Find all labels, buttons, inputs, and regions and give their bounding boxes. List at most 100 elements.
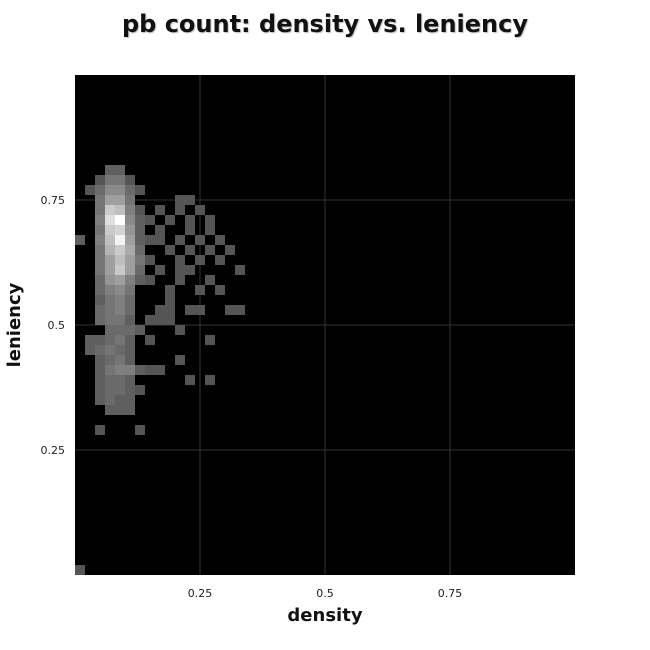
heatmap-cell (145, 235, 155, 245)
heatmap-cell (105, 195, 115, 205)
heatmap-cell (95, 395, 105, 405)
heatmap-cell (175, 265, 185, 275)
heatmap-cell (105, 165, 115, 175)
heatmap-cell (105, 185, 115, 195)
heatmap-cell (95, 365, 105, 375)
heatmap-cell (185, 375, 195, 385)
heatmap-cell (95, 195, 105, 205)
heatmap-cell (105, 205, 115, 215)
heatmap-cell (95, 225, 105, 235)
heatmap-cell (175, 205, 185, 215)
heatmap-cell (95, 295, 105, 305)
y-tick-labels: 0.25 0.5 0.75 (41, 194, 66, 457)
heatmap-cell (95, 285, 105, 295)
heatmap-cell (125, 405, 135, 415)
heatmap-cell (115, 385, 125, 395)
heatmap-cell (125, 175, 135, 185)
heatmap-cell (155, 365, 165, 375)
heatmap-cell (175, 255, 185, 265)
heatmap-cell (115, 285, 125, 295)
heatmap-cell (205, 245, 215, 255)
heatmap-cell (95, 185, 105, 195)
heatmap-cell (135, 275, 145, 285)
heatmap-cell (175, 235, 185, 245)
heatmap-cell (125, 295, 135, 305)
heatmap-cell (95, 305, 105, 315)
heatmap-cell (145, 255, 155, 265)
heatmap-cell (205, 375, 215, 385)
y-axis-label: leniency (4, 282, 25, 367)
heatmap-cell (205, 215, 215, 225)
heatmap-cell (95, 385, 105, 395)
heatmap-cell (135, 365, 145, 375)
heatmap-cell (115, 165, 125, 175)
heatmap-cell (235, 265, 245, 275)
heatmap-cell (105, 175, 115, 185)
heatmap-cell (105, 385, 115, 395)
heatmap-cell (85, 345, 95, 355)
heatmap-cell (135, 425, 145, 435)
heatmap-cell (125, 185, 135, 195)
heatmap-cell (135, 385, 145, 395)
heatmap-cell (205, 225, 215, 235)
heatmap-cell (225, 245, 235, 255)
heatmap-cell (155, 315, 165, 325)
heatmap-cell (195, 235, 205, 245)
heatmap-cell (115, 235, 125, 245)
heatmap-cell (145, 365, 155, 375)
y-tick-label: 0.25 (41, 444, 66, 457)
heatmap-cell (115, 265, 125, 275)
heatmap-cell (175, 275, 185, 285)
heatmap-cell (215, 285, 225, 295)
heatmap-cell (95, 425, 105, 435)
y-tick-label: 0.75 (41, 194, 66, 207)
heatmap-cell (105, 225, 115, 235)
heatmap-cell (105, 255, 115, 265)
heatmap-cell (95, 375, 105, 385)
heatmap-cell (145, 275, 155, 285)
heatmap-cell (185, 305, 195, 315)
heatmap-cell (125, 375, 135, 385)
heatmap-cell (205, 275, 215, 285)
heatmap-cell (105, 375, 115, 385)
heatmap-cell (125, 225, 135, 235)
heatmap-cell (125, 255, 135, 265)
heatmap-cell (125, 305, 135, 315)
heatmap-cell (235, 305, 245, 315)
heatmap-cell (185, 265, 195, 275)
heatmap-cell (115, 245, 125, 255)
heatmap-cell (105, 295, 115, 305)
heatmap-cell (155, 225, 165, 235)
heatmap-cell (135, 325, 145, 335)
heatmap-cell (185, 225, 195, 235)
heatmap-cell (115, 355, 125, 365)
heatmap-cell (105, 395, 115, 405)
heatmap-cell (155, 235, 165, 245)
heatmap-cell (75, 235, 85, 245)
heatmap-cell (115, 375, 125, 385)
heatmap-cell (175, 195, 185, 205)
heatmap-cell (155, 305, 165, 315)
heatmap-cell (195, 305, 205, 315)
heatmap-cell (185, 245, 195, 255)
heatmap-cell (125, 325, 135, 335)
heatmap-cell (175, 325, 185, 335)
heatmap-cell (115, 325, 125, 335)
heatmap-cell (125, 345, 135, 355)
heatmap-cell (125, 265, 135, 275)
heatmap-cell (125, 215, 135, 225)
heatmap-cell (215, 235, 225, 245)
heatmap-cell (95, 255, 105, 265)
heatmap-cell (85, 185, 95, 195)
heatmap-cell (135, 235, 145, 245)
heatmap-cell (105, 265, 115, 275)
x-tick-label: 0.75 (438, 587, 463, 600)
heatmap-cell (105, 245, 115, 255)
heatmap-cell (185, 215, 195, 225)
heatmap-cell (115, 315, 125, 325)
heatmap-cell (125, 315, 135, 325)
heatmap-cell (195, 255, 205, 265)
heatmap-cell (165, 315, 175, 325)
heatmap-cell (165, 245, 175, 255)
heatmap-cell (115, 365, 125, 375)
